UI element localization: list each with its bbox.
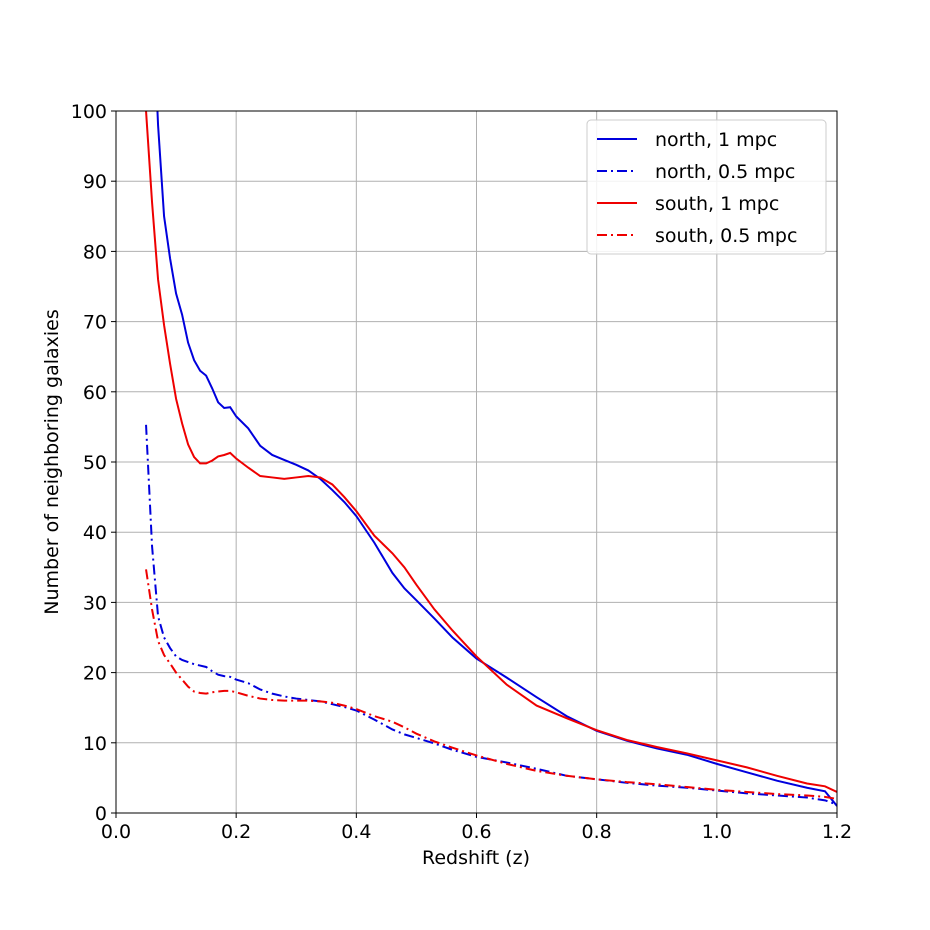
y-tick-label: 100 <box>71 101 107 123</box>
y-tick-label: 70 <box>83 312 107 334</box>
y-tick-label: 50 <box>83 452 107 474</box>
y-tick-label: 0 <box>95 803 107 825</box>
plot-frame <box>115 110 838 814</box>
y-tick-label: 90 <box>83 171 107 193</box>
y-tick-label: 10 <box>83 733 107 755</box>
y-tick-label: 40 <box>83 522 107 544</box>
series-line <box>156 111 837 807</box>
series-line <box>145 111 837 793</box>
plot-lines <box>145 111 837 807</box>
legend-label: north, 1 mpc <box>655 129 777 151</box>
legend-box <box>586 119 827 255</box>
x-tick-label: 0.0 <box>101 821 131 843</box>
x-tick-label: 0.2 <box>221 821 251 843</box>
x-tick-label: 1.0 <box>702 821 732 843</box>
y-axis-label: Number of neighboring galaxies <box>41 309 63 614</box>
y-tick-label: 80 <box>83 241 107 263</box>
x-tick-label: 0.4 <box>341 821 371 843</box>
legend-label: south, 1 mpc <box>655 193 779 215</box>
y-tick-label: 60 <box>83 382 107 404</box>
legend-label: north, 0.5 mpc <box>655 161 795 183</box>
x-tick-label: 0.8 <box>582 821 612 843</box>
legend-label: south, 0.5 mpc <box>655 225 797 247</box>
y-tick-label: 20 <box>83 663 107 685</box>
series-line <box>145 569 837 800</box>
x-tick-label: 1.2 <box>822 821 852 843</box>
x-tick-label: 0.6 <box>461 821 491 843</box>
x-axis-label: Redshift (z) <box>422 847 530 869</box>
y-tick-label: 30 <box>83 592 107 614</box>
